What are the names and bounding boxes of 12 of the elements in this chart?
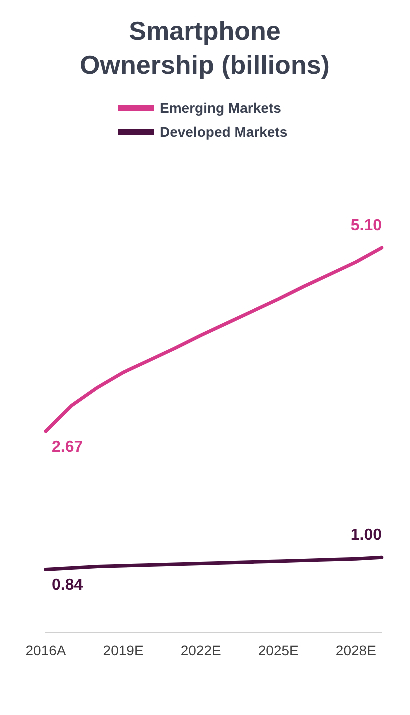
data-label: 2.67 [52, 438, 84, 456]
x-tick-label: 2016A [26, 642, 67, 658]
x-tick-label: 2028E [336, 642, 376, 658]
x-tick-label: 2022E [180, 642, 222, 658]
x-tick-label: 2025E [258, 642, 299, 658]
data-label: 5.10 [350, 217, 382, 234]
legend-label: Emerging Markets [160, 100, 282, 116]
data-label: 0.84 [52, 577, 84, 594]
legend-label: Developed Markets [160, 124, 288, 140]
chart-title: Smartphone Ownership (billions) [79, 15, 331, 82]
data-label: 1.00 [350, 527, 382, 544]
x-tick-label: 2019E [103, 642, 144, 658]
